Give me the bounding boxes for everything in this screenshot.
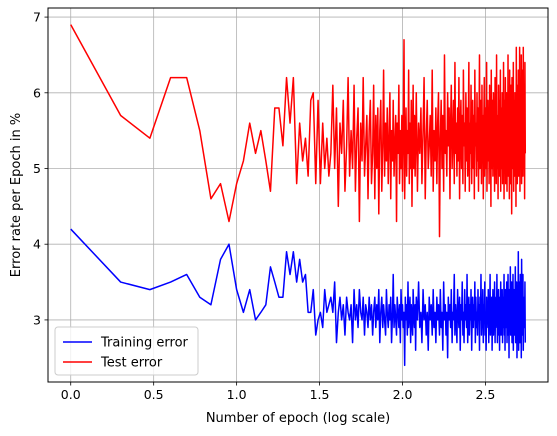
legend-box [54, 326, 199, 376]
x-tick-label: 1.0 [227, 387, 247, 402]
y-tick-label: 6 [33, 85, 41, 100]
x-tick-label: 0.0 [61, 387, 81, 402]
legend: Training error Test error [54, 326, 199, 376]
test-error-line [70, 24, 527, 238]
x-tick-label: 2.0 [393, 387, 413, 402]
x-axis-label: Number of epoch (log scale) [206, 411, 390, 426]
y-tick-label: 5 [33, 161, 41, 176]
y-tick-label: 3 [33, 312, 41, 327]
training-error-line [70, 228, 527, 367]
y-tick-label: 4 [33, 237, 41, 252]
plot-frame [47, 7, 549, 383]
legend-label-test: Test error [100, 356, 163, 371]
axis-ticks: 0.0 0.5 1.0 1.5 2.0 2.5 3 4 5 6 7 [33, 10, 495, 402]
x-tick-label: 0.5 [144, 387, 164, 402]
series-lines [70, 24, 527, 367]
y-axis-label: Error rate per Epoch in % [9, 113, 24, 277]
y-tick-label: 7 [33, 10, 41, 25]
x-tick-label: 1.5 [310, 387, 330, 402]
x-tick-label: 2.5 [476, 387, 496, 402]
legend-label-training: Training error [100, 336, 189, 351]
